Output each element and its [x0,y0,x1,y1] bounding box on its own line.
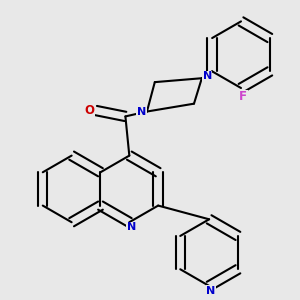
Text: N: N [137,107,146,117]
Text: N: N [206,286,216,296]
Text: F: F [239,90,247,103]
Text: N: N [203,71,212,81]
Text: O: O [84,104,94,117]
Text: N: N [127,222,136,232]
